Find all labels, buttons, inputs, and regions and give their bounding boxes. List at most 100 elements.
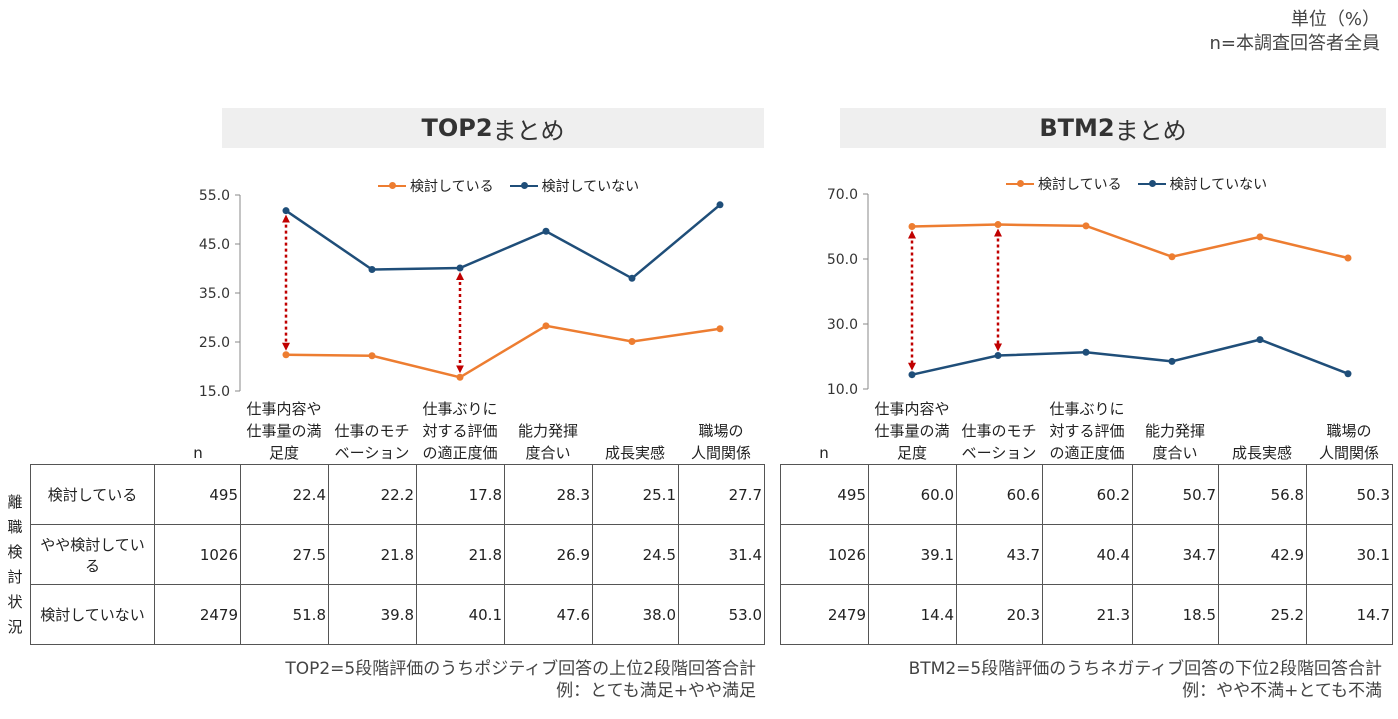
data-point — [282, 351, 290, 359]
y-tick-label: 25.0 — [199, 335, 230, 351]
btm2-title-bold: BTM2 — [1039, 114, 1115, 142]
table-row: 検討していない 2479 51.8 39.8 40.1 47.6 38.0 53… — [30, 584, 765, 645]
header-line: 仕事のモチ — [334, 422, 410, 440]
side-label-char: 検 — [7, 543, 23, 561]
legend-consider-label: 検討している — [410, 179, 494, 195]
header-line: の適正度価 — [422, 444, 498, 462]
cell: 27.5 — [240, 524, 329, 585]
side-label-char: 状 — [7, 593, 23, 611]
cell: 18.5 — [1132, 584, 1219, 645]
legend-not-consider: 検討していない — [1137, 174, 1267, 194]
legend-not-consider: 検討していない — [509, 176, 640, 196]
header-line: ベーション — [961, 444, 1037, 462]
cell: 50.3 — [1306, 464, 1393, 525]
legend-consider: 検討している — [378, 176, 494, 196]
header-line: 仕事ぶりに — [422, 400, 498, 418]
header-line: 仕事内容や — [874, 400, 950, 418]
header-line: 能力発揮 — [517, 422, 578, 440]
series-line-1 — [285, 203, 721, 280]
y-tick-label: 30.0 — [827, 317, 858, 333]
header-line: 職場の — [698, 422, 744, 440]
cell: 40.4 — [1042, 524, 1133, 585]
header-line: 足度 — [896, 444, 927, 462]
btm2-header-c5: 成長実感 — [1218, 392, 1306, 464]
top2-header-c6: 職場の 人間関係 — [678, 392, 764, 464]
data-point — [456, 373, 464, 381]
series-line-1 — [911, 338, 1349, 376]
header-line: 成長実感 — [604, 444, 665, 462]
row-label-somewhat: やや検討している — [30, 524, 155, 585]
y-tick-label: 55.0 — [199, 188, 230, 204]
btm2-title: BTM2 まとめ — [840, 108, 1386, 148]
btm2-title-rest: まとめ — [1114, 116, 1187, 145]
legend-not-consider-label: 検討していない — [541, 179, 640, 195]
header-line: 対する評価 — [422, 422, 498, 440]
y-tick-label: 10.0 — [827, 382, 858, 398]
header-line: の適正度価 — [1049, 444, 1125, 462]
table-row: やや検討している 1026 27.5 21.8 21.8 26.9 24.5 3… — [30, 524, 765, 585]
data-point — [282, 207, 290, 215]
legend-not-consider-marker — [1137, 180, 1166, 187]
series-line-0 — [911, 223, 1349, 260]
top2-header-c4: 能力発揮 度合い — [504, 392, 592, 464]
cell-n: 1026 — [780, 524, 869, 585]
btm2-header-n: n — [819, 444, 829, 462]
cell: 53.0 — [678, 584, 765, 645]
header-line: 仕事量の満 — [874, 422, 950, 440]
y-tick-label: 35.0 — [199, 286, 230, 302]
cell: 17.8 — [416, 464, 505, 525]
legend-consider-marker — [378, 182, 406, 189]
cell: 60.0 — [868, 464, 957, 525]
data-point — [1168, 357, 1176, 365]
data-point — [908, 223, 916, 230]
data-point — [542, 227, 550, 235]
data-point — [1256, 233, 1264, 241]
cell: 39.1 — [868, 524, 957, 585]
data-point — [542, 322, 550, 330]
cell: 31.4 — [678, 524, 765, 585]
data-point — [1344, 370, 1352, 378]
cell: 38.0 — [592, 584, 679, 645]
y-tick-label: 50.0 — [827, 252, 858, 268]
header-line: 能力発揮 — [1144, 422, 1205, 440]
header-line: ベーション — [334, 444, 410, 462]
cell-n: 1026 — [154, 524, 241, 585]
cell: 22.2 — [328, 464, 417, 525]
cell: 14.7 — [1306, 584, 1393, 645]
header-line: 成長実感 — [1231, 444, 1292, 462]
data-point — [368, 265, 376, 273]
side-label-char: 況 — [7, 618, 23, 636]
top2-footnote-line2: 例：とても満足+やや満足 — [556, 681, 756, 701]
y-tick-label: 45.0 — [199, 237, 230, 253]
table-row: 検討している 495 22.4 22.2 17.8 28.3 25.1 27.7 — [30, 464, 765, 525]
legend-consider: 検討している — [1006, 174, 1122, 194]
btm2-table: 495 60.0 60.6 60.2 50.7 56.8 50.3 1026 3… — [780, 464, 1393, 645]
top2-title: TOP2 まとめ — [222, 108, 764, 148]
table-row: 495 60.0 60.6 60.2 50.7 56.8 50.3 — [780, 464, 1393, 525]
top2-header-c2: 仕事のモチベーション — [328, 392, 416, 464]
data-point — [1256, 336, 1264, 344]
data-point — [368, 352, 376, 360]
header-line: 度合い — [1152, 444, 1198, 462]
cell: 40.1 — [416, 584, 505, 645]
data-point — [716, 325, 724, 333]
header-line: 仕事量の満 — [246, 422, 322, 440]
cell: 60.2 — [1042, 464, 1133, 525]
data-point — [994, 221, 1002, 229]
header-line: 対する評価 — [1049, 422, 1125, 440]
data-point — [628, 274, 636, 282]
data-point — [456, 264, 464, 272]
data-point — [908, 371, 916, 379]
header-line: 度合い — [525, 444, 571, 462]
unit-note: 単位（%） n=本調査回答者全員 — [1210, 8, 1381, 56]
top2-footnote: TOP2=5段階評価のうちポジティブ回答の上位2段階回答合計 例：とても満足+や… — [200, 658, 756, 702]
header-line: 人間関係 — [1318, 444, 1379, 462]
top2-title-rest: まとめ — [492, 116, 565, 145]
side-label: 離職検討状況 — [6, 490, 24, 640]
cell: 39.8 — [328, 584, 417, 645]
unit-line2: n=本調査回答者全員 — [1209, 33, 1381, 54]
y-tick-label: 15.0 — [199, 384, 230, 400]
cell: 21.8 — [328, 524, 417, 585]
cell: 20.3 — [956, 584, 1043, 645]
